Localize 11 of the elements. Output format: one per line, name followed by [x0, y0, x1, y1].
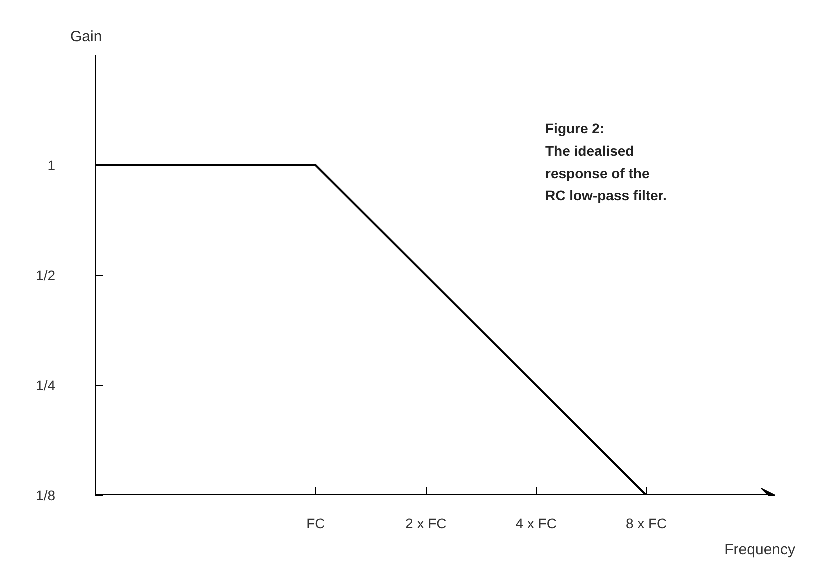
- y-tick-label: 1: [48, 158, 56, 174]
- x-axis-title: Frequency: [724, 542, 796, 558]
- x-tick-label: 4 x FC: [516, 516, 557, 532]
- y-tick-label: 1/4: [36, 378, 56, 394]
- y-axis-title: Gain: [70, 28, 102, 46]
- x-tick-label: 8 x FC: [626, 516, 668, 532]
- annotation: Figure 2: The idealised response of the RC low-pass filter.: [546, 120, 667, 204]
- x-tick-label: FC: [306, 516, 326, 532]
- y-tick-label: 1/2: [36, 268, 56, 284]
- x-tick-label: 2 x FC: [406, 516, 447, 532]
- y-tick-label: 1/8: [36, 488, 56, 504]
